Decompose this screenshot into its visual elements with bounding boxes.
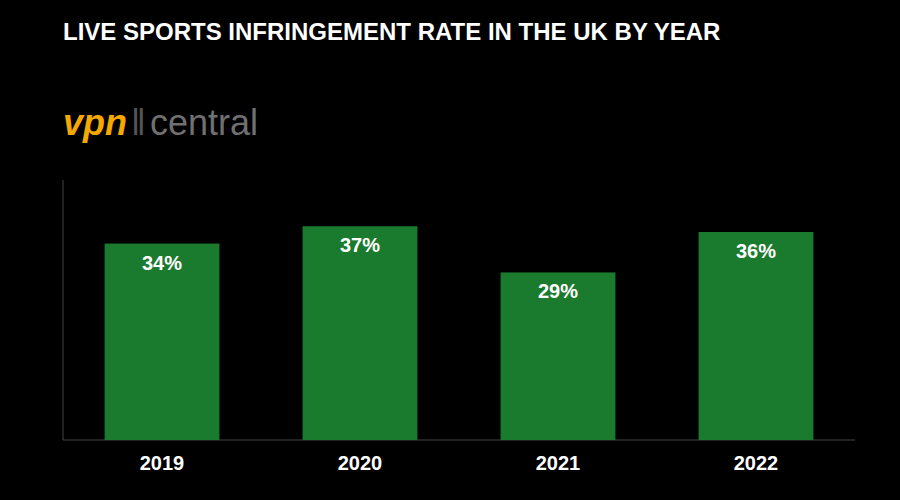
- data-label: 34%: [142, 252, 182, 274]
- bar: [501, 272, 616, 440]
- annotation: vpn: [63, 102, 127, 143]
- logo: vpn‖central: [63, 102, 258, 143]
- data-label: 36%: [736, 240, 776, 262]
- data-label: 29%: [538, 280, 578, 302]
- data-label: 37%: [340, 234, 380, 256]
- title: LIVE SPORTS INFRINGEMENT RATE IN THE UK …: [63, 18, 720, 45]
- chart-svg: LIVE SPORTS INFRINGEMENT RATE IN THE UK …: [0, 0, 900, 500]
- x-tick-label: 2020: [338, 452, 383, 474]
- bar: [105, 244, 220, 440]
- background: [0, 0, 900, 500]
- bars: [105, 226, 814, 440]
- y-axis-line: [63, 180, 64, 440]
- x-tick-label: 2021: [536, 452, 581, 474]
- x-tick-label: 2022: [734, 452, 779, 474]
- bar: [699, 232, 814, 440]
- chart-container: LIVE SPORTS INFRINGEMENT RATE IN THE UK …: [0, 0, 900, 500]
- bar: [303, 226, 418, 440]
- annotation: central: [150, 102, 258, 143]
- x-tick-label: 2019: [140, 452, 185, 474]
- annotation: ‖: [131, 102, 146, 143]
